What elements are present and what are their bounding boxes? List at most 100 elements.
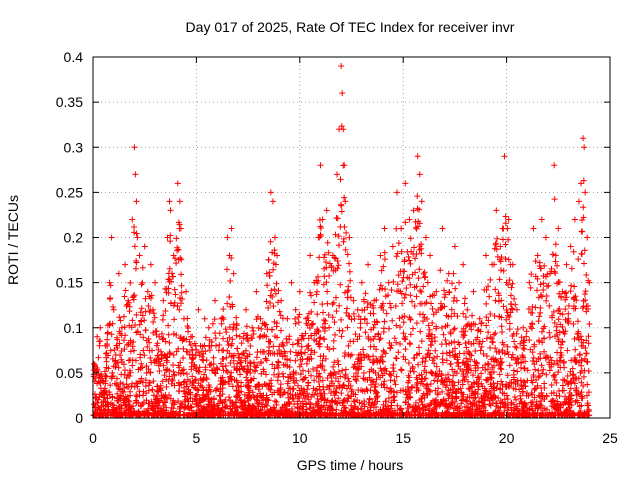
data-point [420,283,427,290]
data-point [104,399,111,406]
data-point [206,396,213,403]
data-point [411,284,418,291]
data-point-peak [267,189,274,196]
data-point [468,367,475,374]
data-point [305,379,312,386]
data-point [150,310,157,317]
data-point [581,247,588,254]
data-point-peak [296,288,303,295]
data-point [93,394,100,401]
data-point [382,350,389,357]
data-point [512,396,519,403]
data-point [483,335,490,342]
data-point [102,402,109,409]
data-point [376,286,383,293]
data-point-peak [342,198,349,205]
data-point [149,347,156,354]
data-point [538,328,545,335]
data-point [514,368,521,375]
data-point [239,412,246,419]
data-point-peak [371,297,378,304]
points-layer [90,63,593,419]
data-point [322,406,329,413]
data-point [307,400,314,407]
data-point [376,336,383,343]
data-point [497,386,504,393]
data-point [337,176,344,183]
data-point [206,347,213,354]
data-point [468,352,475,359]
data-point [265,256,272,263]
data-point-peak [278,297,285,304]
data-point [556,290,563,297]
data-point [319,301,326,308]
data-point [383,398,390,405]
data-point [238,340,245,347]
data-point [564,347,571,354]
data-point [139,279,146,286]
data-point [586,320,593,327]
data-point [469,372,476,379]
data-point [280,410,287,417]
data-point [445,371,452,378]
data-point [226,394,233,401]
data-point [268,287,275,294]
data-point [180,370,187,377]
data-point [97,385,104,392]
data-point [535,367,542,374]
data-point [269,293,276,300]
data-point [280,373,287,380]
data-point [428,331,435,338]
data-point-peak [269,198,276,205]
data-point [241,405,248,412]
data-point [243,368,250,375]
data-point [174,303,181,310]
data-point [474,334,481,341]
data-point [339,384,346,391]
data-point-peak [346,234,353,241]
data-point [551,196,558,203]
data-point [551,371,558,378]
data-point [441,303,448,310]
data-point [377,411,384,418]
data-point [228,369,235,376]
data-point-peak [164,234,171,241]
data-point [381,378,388,385]
data-point [233,314,240,321]
data-point [311,299,318,306]
data-point [460,331,467,338]
data-point [564,372,571,379]
data-point [575,256,582,263]
data-point [233,393,240,400]
data-point [272,290,279,297]
data-point-peak [307,252,314,259]
data-point [126,398,133,405]
data-point [442,291,449,298]
data-point [129,343,136,350]
data-point [314,395,321,402]
data-point [330,299,337,306]
data-point [425,407,432,414]
data-point [280,412,287,419]
data-point [543,293,550,300]
data-point [129,362,136,369]
data-point [421,274,428,281]
data-point-peak [174,180,181,187]
data-point [316,407,323,414]
data-point [202,348,209,355]
data-point [329,314,336,321]
data-point [535,318,542,325]
data-point [372,369,379,376]
data-point [224,347,231,354]
data-point [216,341,223,348]
data-point [307,405,314,412]
data-point [158,410,165,417]
data-point [412,255,419,262]
data-point [400,387,407,394]
data-point [233,365,240,372]
data-point [136,321,143,328]
data-point-peak [133,198,140,205]
data-point [552,252,559,259]
data-point [213,364,220,371]
data-point [186,338,193,345]
